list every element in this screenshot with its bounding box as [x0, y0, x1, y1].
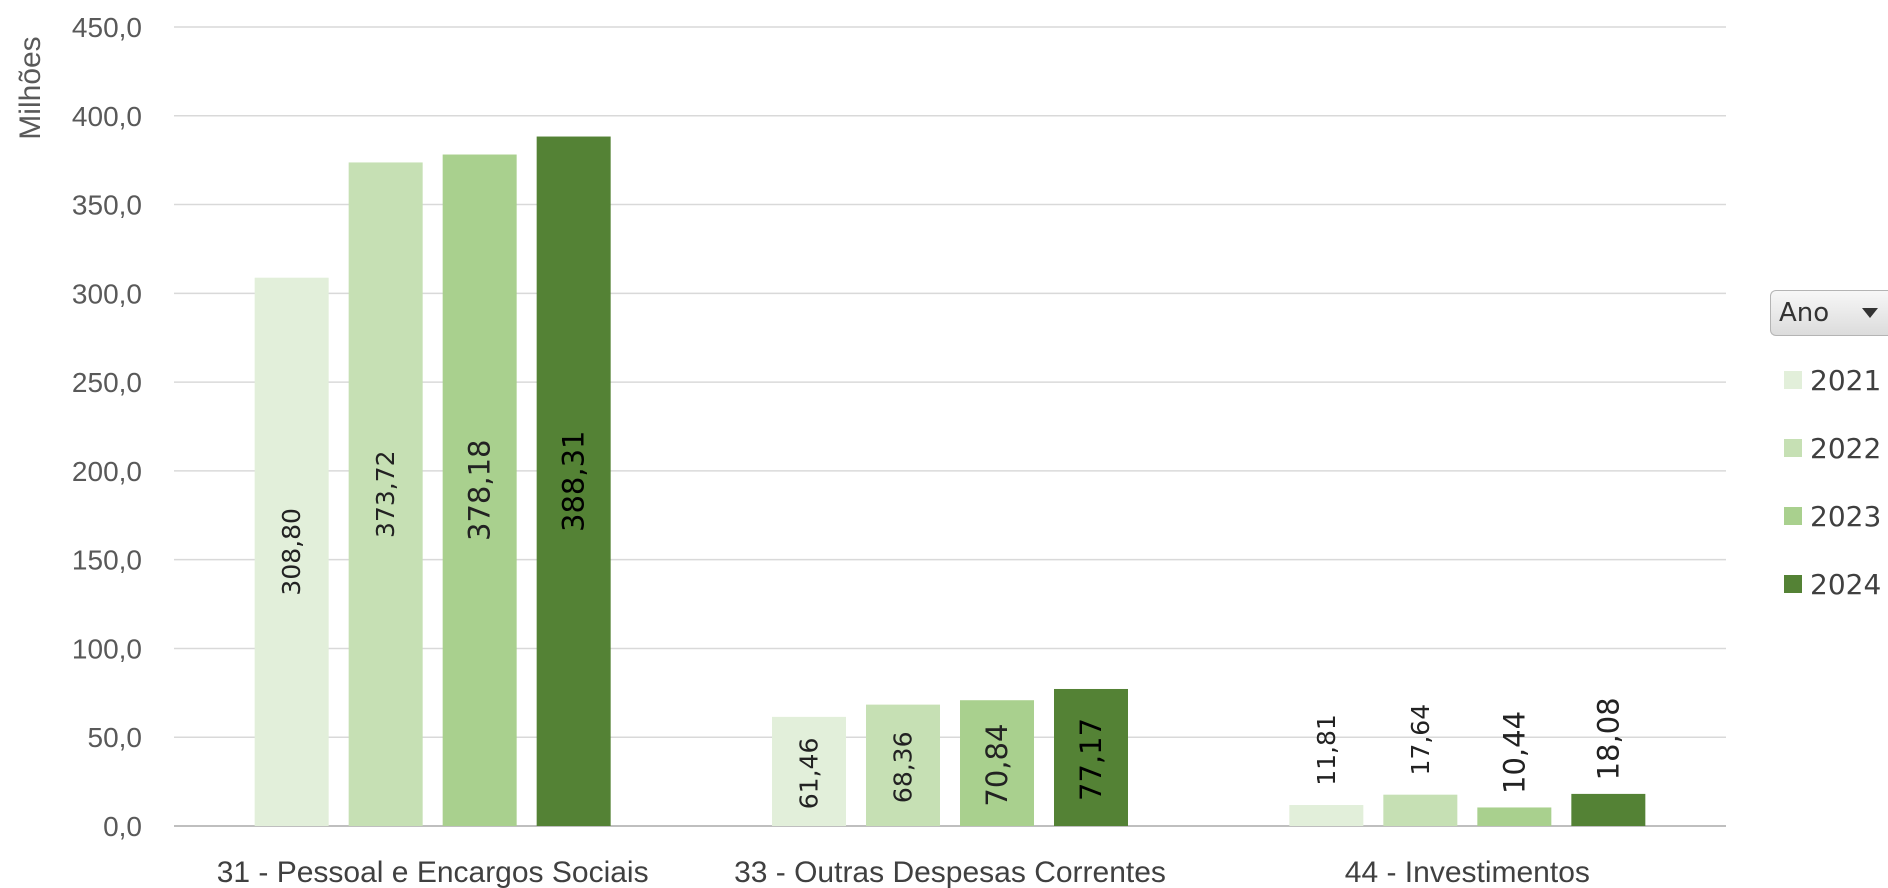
- bar[interactable]: [1289, 805, 1364, 826]
- legend-item[interactable]: 2023: [1770, 482, 1888, 550]
- y-tick-label: 50,0: [88, 722, 143, 753]
- legend-items: 2021 2022 2023 2024: [1770, 346, 1888, 618]
- bars[interactable]: 308,80 373,72 378,18 388,31 61,46 68,36 70,84 7…: [254, 136, 1646, 827]
- y-axis-label: Milhões: [14, 36, 47, 139]
- y-tick-label: 200,0: [72, 456, 142, 487]
- legend-filter-button[interactable]: Ano: [1770, 290, 1888, 336]
- bar-value-label: 388,31: [557, 431, 591, 532]
- bar-value-label: 11,81: [1312, 714, 1341, 786]
- bar-value-label: 18,08: [1591, 697, 1625, 780]
- bar-value-label: 17,64: [1406, 704, 1435, 776]
- bar[interactable]: [254, 277, 329, 826]
- legend-swatch: [1784, 575, 1802, 593]
- legend-label: 2021: [1810, 363, 1882, 397]
- legend-label: 2022: [1810, 431, 1882, 465]
- legend: Ano 2021 2022 2023 2024: [1770, 290, 1888, 618]
- bar[interactable]: [348, 162, 423, 826]
- y-tick-label: 350,0: [72, 190, 142, 221]
- bar-value-label: 378,18: [463, 440, 497, 541]
- bar-value-label: 373,72: [371, 450, 400, 537]
- bar[interactable]: [866, 704, 940, 826]
- y-tick-label: 0,0: [103, 811, 142, 842]
- bar[interactable]: [1054, 688, 1128, 826]
- bar[interactable]: [442, 154, 517, 827]
- bar[interactable]: [960, 700, 1034, 826]
- bar[interactable]: [772, 716, 846, 826]
- bar-value-label: 308,80: [277, 508, 306, 595]
- bar-value-label: 77,17: [1074, 718, 1108, 801]
- legend-label: 2023: [1810, 499, 1882, 533]
- legend-title: Ano: [1779, 298, 1830, 328]
- bar-value-label: 10,44: [1497, 711, 1531, 794]
- bar-value-label: 70,84: [980, 724, 1014, 807]
- y-tick-label: 450,0: [72, 12, 142, 43]
- gridlines: [174, 26, 1726, 827]
- y-tick-label: 400,0: [72, 101, 142, 132]
- y-axis-ticks: 0,0 50,0 100,0 150,0 200,0 250,0 300,0 350,0 400…: [72, 12, 142, 842]
- dropdown-arrow-icon: [1862, 308, 1878, 318]
- bar-value-label: 61,46: [795, 738, 824, 810]
- x-axis-categories: 31 - Pessoal e Encargos Sociais 33 - Outr…: [217, 856, 1590, 888]
- legend-swatch: [1784, 507, 1802, 525]
- bar-value-label: 68,36: [889, 732, 918, 804]
- legend-item[interactable]: 2021: [1770, 346, 1888, 414]
- y-tick-label: 150,0: [72, 545, 142, 576]
- x-category-label: 31 - Pessoal e Encargos Sociais: [217, 856, 649, 888]
- legend-label: 2024: [1810, 567, 1882, 601]
- legend-swatch: [1784, 439, 1802, 457]
- y-tick-label: 100,0: [72, 633, 142, 664]
- bar[interactable]: [1383, 794, 1458, 826]
- legend-item[interactable]: 2022: [1770, 414, 1888, 482]
- y-tick-label: 300,0: [72, 278, 142, 309]
- y-tick-label: 250,0: [72, 367, 142, 398]
- legend-swatch: [1784, 371, 1802, 389]
- legend-item[interactable]: 2024: [1770, 550, 1888, 618]
- bar[interactable]: [1477, 807, 1552, 826]
- bar[interactable]: [536, 136, 611, 826]
- x-category-label: 33 - Outras Despesas Correntes: [734, 856, 1166, 888]
- x-category-label: 44 - Investimentos: [1345, 856, 1590, 888]
- bar[interactable]: [1571, 793, 1646, 826]
